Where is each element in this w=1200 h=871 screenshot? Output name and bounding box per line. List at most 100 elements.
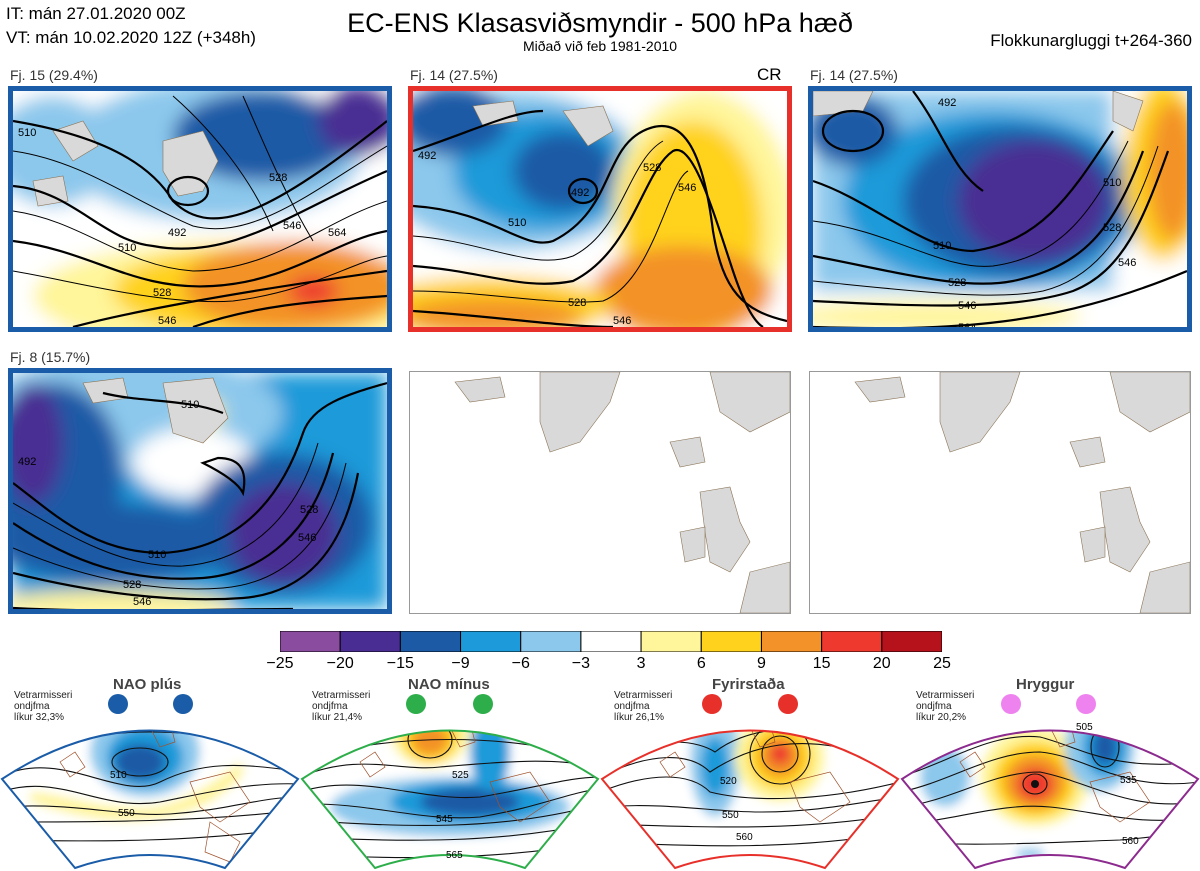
regimes-row: NAO plús Vetrarmisseri ondjfma líkur 32,… — [0, 672, 1200, 871]
p4-c6: 528 — [300, 504, 318, 516]
colorbar-tick-label: 15 — [812, 655, 831, 672]
colorbar-tick-label: 3 — [636, 655, 646, 672]
colorbar-tick-label: −15 — [386, 655, 414, 672]
regime-nao-plus-dot-2 — [173, 694, 193, 714]
regime-nao-plus-meta2: ondjfma — [14, 701, 50, 712]
panel-2-label: Fj. 14 (27.5%) — [410, 67, 498, 83]
panel-3-label: Fj. 14 (27.5%) — [810, 67, 898, 83]
p1-c7: 546 — [283, 220, 301, 232]
colorbar-labels: −25 −20 −15 −9 −6 −3 3 6 9 15 20 25 — [266, 655, 950, 675]
page-title: EC-ENS Klasasviðsmyndir - 500 hPa hæð — [347, 8, 853, 38]
cluster-map-2-svg: 492 492 510 528 546 528 546 — [413, 91, 787, 327]
regime-blocking-c3: 560 — [736, 832, 753, 843]
classification-window: Flokkunargluggi t+264-360 — [990, 31, 1192, 50]
regime-ridge-meta: Vetrarmisseri ondjfma líkur 20,2% — [916, 690, 974, 723]
empty-map-6 — [809, 371, 1191, 614]
colorbar-swatch — [821, 630, 883, 653]
p3-c6: 510 — [1103, 177, 1121, 189]
colorbar-swatch — [640, 630, 702, 653]
empty-map-6-svg — [854, 372, 1190, 613]
p4-c5: 492 — [18, 456, 36, 468]
regime-nao-plus-map: 510 550 — [0, 694, 300, 870]
empty-map-5-svg — [454, 372, 790, 613]
p4-c1: 510 — [181, 399, 199, 411]
regime-nao-minus-c1: 525 — [452, 770, 469, 781]
regime-nao-minus-meta1: Vetrarmisseri — [312, 690, 371, 701]
colorbar-swatch — [700, 630, 762, 653]
regime-nao-plus-c2: 550 — [118, 808, 135, 819]
p3-c1: 492 — [938, 97, 956, 109]
p4-c7: 546 — [298, 532, 316, 544]
colorbar-tick-label: 25 — [933, 655, 951, 672]
regime-nao-minus-meta3: líkur 21,4% — [312, 712, 363, 723]
regime-ridge-dot-1 — [1001, 694, 1021, 714]
p3-c4: 546 — [958, 300, 976, 312]
init-time: IT: mán 27.01.2020 00Z — [6, 4, 186, 23]
regime-nao-plus: NAO plús Vetrarmisseri ondjfma líkur 32,… — [0, 672, 300, 871]
colorbar-swatch — [580, 630, 642, 653]
p4-c3: 546 — [133, 596, 151, 608]
regime-ridge-c3: 560 — [1122, 836, 1139, 847]
regime-nao-plus-meta3: líkur 32,3% — [14, 712, 65, 723]
cluster-map-3: 492 510 528 546 564 510 528 546 — [808, 86, 1192, 332]
regime-blocking-dot-2 — [778, 694, 798, 714]
colorbar-swatch — [339, 630, 401, 653]
colorbar-tick-label: −3 — [571, 655, 591, 672]
p1-c3: 528 — [153, 287, 171, 299]
regime-blocking: Fyrirstaða Vetrarmisseri ondjfma líkur 2… — [600, 672, 900, 871]
colorbar-swatch — [881, 630, 943, 653]
p1-c1: 492 — [168, 227, 186, 239]
cluster-map-4-svg: 510 528 546 564 492 528 546 510 — [13, 373, 387, 609]
regime-ridge-c2: 535 — [1120, 775, 1137, 786]
regime-blocking-c1: 520 — [720, 776, 737, 787]
regime-blocking-c2: 550 — [722, 810, 739, 821]
regime-nao-minus: NAO mínus Vetrarmisseri ondjfma líkur 21… — [300, 672, 600, 871]
colorbar-swatch — [520, 630, 582, 653]
p1-c8: 510 — [18, 127, 36, 139]
regime-ridge: Hryggur Vetrarmisseri ondjfma líkur 20,2… — [900, 672, 1200, 871]
regime-ridge-meta3: líkur 20,2% — [916, 712, 967, 723]
regime-nao-minus-meta: Vetrarmisseri ondjfma líkur 21,4% — [312, 690, 370, 723]
p2-c4: 528 — [643, 162, 661, 174]
regime-nao-plus-meta: Vetrarmisseri ondjfma líkur 32,3% — [14, 690, 72, 723]
p3-c5: 564 — [958, 322, 976, 327]
p3-c2: 510 — [933, 240, 951, 252]
colorbar-tick-label: −9 — [451, 655, 470, 672]
valid-time: VT: mán 10.02.2020 12Z (+348h) — [6, 28, 256, 47]
cluster-map-3-svg: 492 510 528 546 564 510 528 546 — [813, 91, 1187, 327]
p3-c3: 528 — [948, 277, 966, 289]
p3-c7: 528 — [1103, 222, 1121, 234]
cluster-map-1-svg: 492 510 528 546 564 528 546 510 — [13, 91, 387, 327]
regime-blocking-meta3: líkur 26,1% — [614, 712, 665, 723]
p3-c8: 546 — [1118, 257, 1136, 269]
regime-ridge-name: Hryggur — [1016, 676, 1075, 693]
colorbar-tick-label: 9 — [757, 655, 766, 672]
regime-blocking-meta1: Vetrarmisseri — [614, 690, 673, 701]
title-block: EC-ENS Klasasviðsmyndir - 500 hPa hæð Mi… — [0, 8, 1200, 54]
colorbar-tick-label: −6 — [511, 655, 530, 672]
colorbar — [279, 630, 943, 653]
p4-c8: 510 — [148, 549, 166, 561]
regime-ridge-dot-2 — [1076, 694, 1096, 714]
colorbar-tick-label: 20 — [872, 655, 891, 672]
p1-c5: 564 — [328, 227, 346, 239]
regime-nao-minus-c2: 545 — [436, 814, 453, 825]
cluster-map-1: 492 510 528 546 564 528 546 510 — [8, 86, 392, 332]
regime-nao-plus-c1: 510 — [110, 770, 127, 781]
panel-1-label: Fj. 15 (29.4%) — [10, 67, 98, 83]
regime-ridge-c1: 505 — [1076, 722, 1093, 733]
regime-ridge-meta2: ondjfma — [916, 701, 952, 712]
regime-nao-minus-c3: 565 — [446, 850, 463, 861]
regime-nao-minus-dot-1 — [406, 694, 426, 714]
colorbar-swatch — [399, 630, 462, 653]
regime-nao-plus-dot-1 — [108, 694, 128, 714]
page-subtitle: Miðað við feb 1981-2010 — [522, 38, 678, 54]
regime-nao-plus-name: NAO plús — [113, 676, 182, 693]
p1-c4: 546 — [158, 315, 176, 327]
p2-c2: 492 — [571, 187, 589, 199]
p4-c2: 528 — [123, 579, 141, 591]
p1-c6: 528 — [269, 172, 287, 184]
regime-nao-minus-name: NAO mínus — [408, 676, 490, 693]
colorbar-swatch — [279, 630, 341, 653]
p2-c3: 510 — [508, 217, 526, 229]
